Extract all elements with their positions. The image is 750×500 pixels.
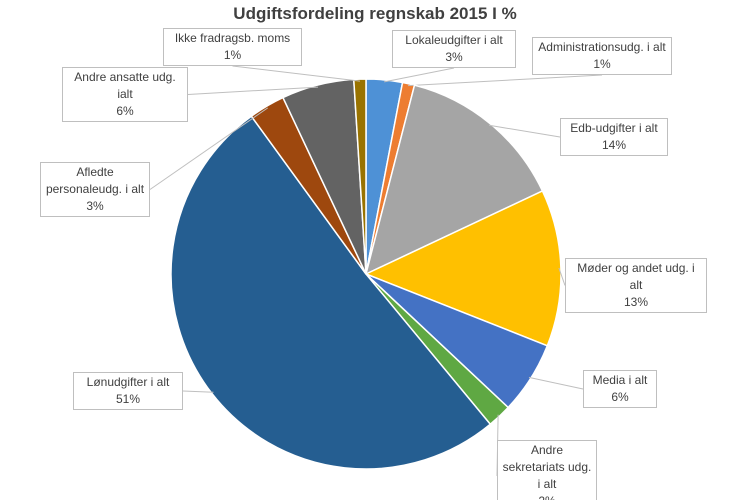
label-value: 3% [445, 50, 463, 64]
leader-line [187, 86, 319, 95]
label-value: 3% [86, 199, 104, 213]
label-value: 6% [611, 390, 629, 404]
pie-slice [352, 78, 367, 275]
data-label: Media i alt 6% [583, 370, 657, 408]
label-value: 2% [502, 493, 592, 500]
leader-line [408, 74, 603, 87]
chart-title: Udgiftsfordeling regnskab 2015 I % [233, 4, 517, 23]
leader-line [558, 267, 566, 286]
data-label: Ikke fradragsb. moms 1% [163, 28, 302, 66]
label-category: Lønudgifter i alt [86, 375, 170, 389]
data-label: Møder og andet udg. i alt 13% [565, 258, 707, 313]
data-label: Lokaleudgifter i alt 3% [392, 30, 516, 68]
data-label: Edb-udgifter i alt 14% [560, 118, 668, 156]
pie-slice [170, 115, 492, 470]
label-category: Administrationsudg. i alt [538, 40, 666, 54]
label-category: Møder og andet udg. i alt [577, 261, 695, 292]
label-category: Ikke fradragsb. moms [174, 31, 291, 45]
label-value: 1% [223, 48, 242, 62]
label-category: Afledte personaleudg. i alt [45, 165, 145, 196]
data-label: Administrationsudg. i alt 1% [532, 37, 672, 75]
label-category: Andre ansatte udg. ialt [74, 70, 176, 101]
leader-line [232, 65, 360, 82]
label-value: 1% [593, 57, 611, 71]
data-label: Afledte personaleudg. i alt 3% [40, 162, 150, 217]
label-value: 51% [115, 392, 141, 406]
label-category: Andre sekretariats udg. i alt [502, 443, 592, 491]
label-category: Edb-udgifter i alt [570, 121, 658, 135]
label-value: 13% [623, 295, 649, 309]
leader-line [384, 67, 455, 83]
pie-slice [364, 189, 562, 347]
leader-line [528, 376, 584, 390]
data-label: Andre ansatte udg. ialt 6% [62, 67, 188, 122]
data-label: Andre sekretariats udg. i alt 2% [497, 440, 597, 500]
label-value: 6% [116, 104, 134, 118]
label-category: Lokaleudgifter i alt [405, 33, 503, 47]
label-value: 14% [601, 138, 627, 152]
pie-slice [364, 84, 544, 276]
leader-line [149, 107, 269, 190]
data-label: Lønudgifter i alt 51% [73, 372, 183, 410]
label-category: Media i alt [592, 373, 648, 387]
leader-line [488, 124, 561, 138]
leader-line [182, 390, 214, 393]
